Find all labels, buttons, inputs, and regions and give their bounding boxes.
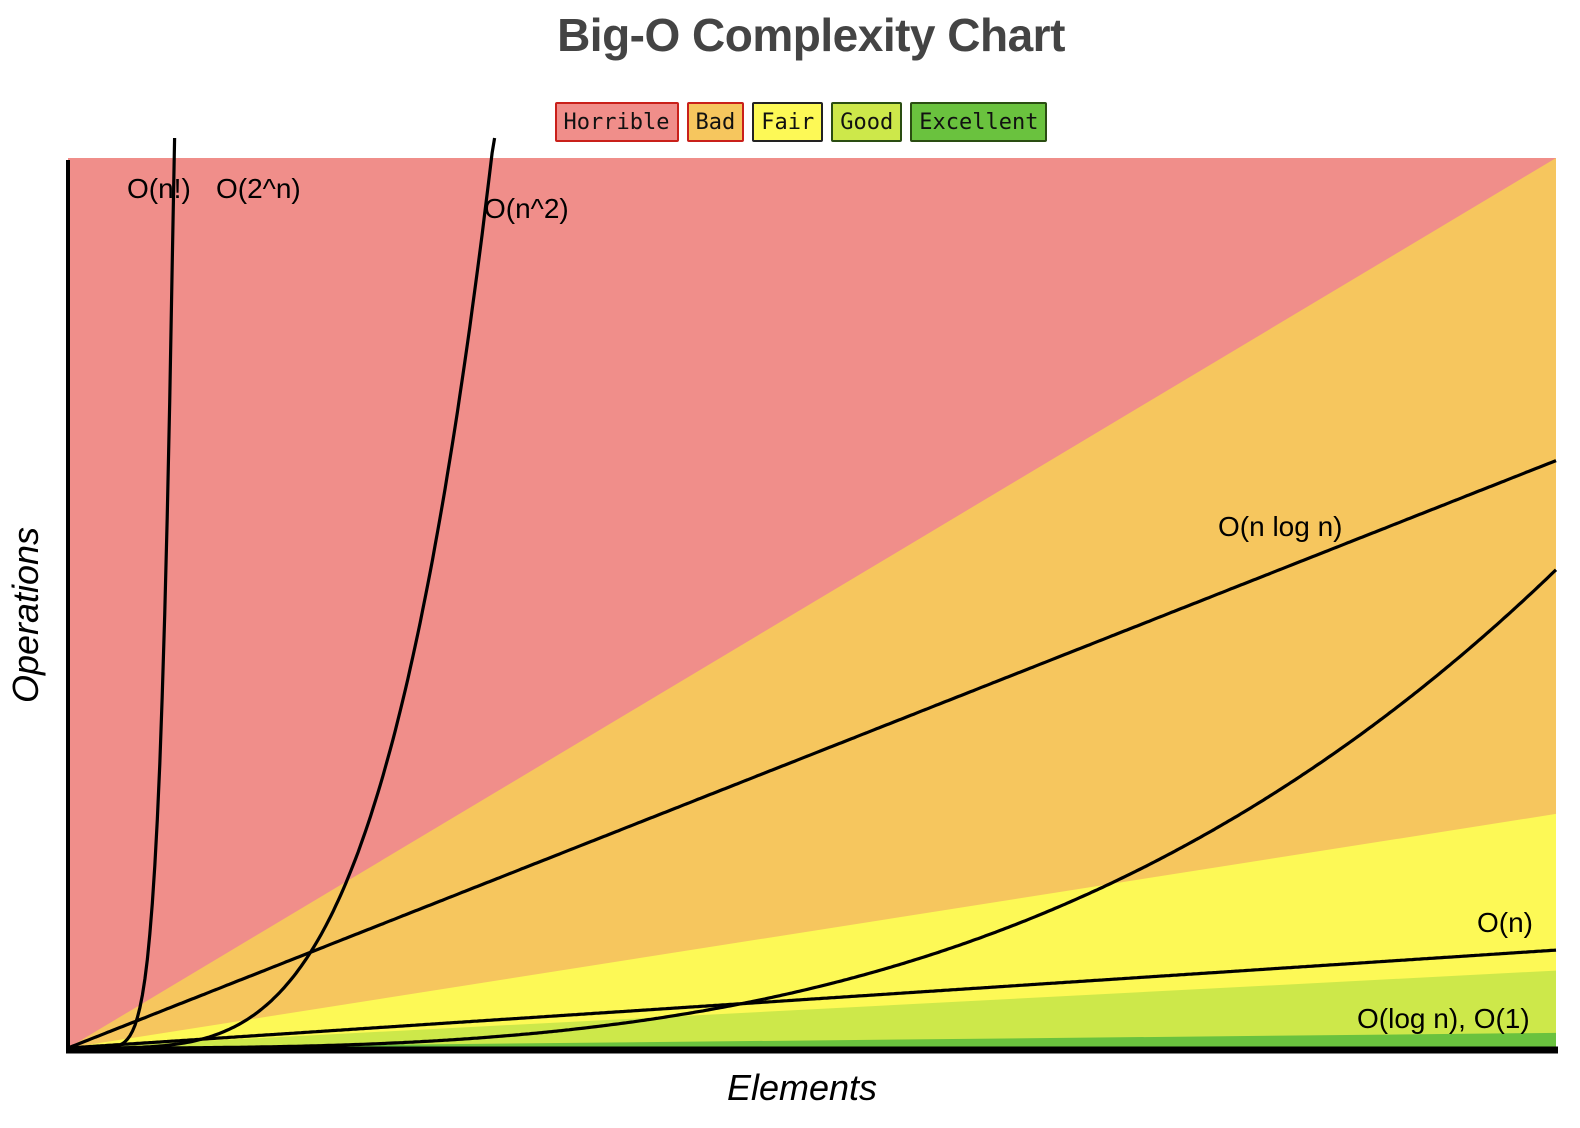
region-excellent bbox=[68, 1032, 1556, 1048]
legend-item-good: Good bbox=[831, 102, 903, 142]
label-log-constant: O(log n), O(1) bbox=[1357, 1003, 1530, 1034]
legend-item-bad: Bad bbox=[686, 102, 745, 142]
legend-item-excellent: Excellent bbox=[910, 102, 1048, 142]
x-axis-label: Elements bbox=[727, 1067, 877, 1108]
label-nlogn: O(n log n) bbox=[1218, 511, 1343, 542]
chart-title: Big-O Complexity Chart bbox=[557, 9, 1065, 61]
legend-item-horrible: Horrible bbox=[554, 102, 679, 142]
y-axis-label: Operations bbox=[5, 527, 46, 703]
region-bad bbox=[68, 158, 1556, 1048]
curve-nlogn bbox=[67, 459, 1557, 1050]
curve-quadratic bbox=[68, 568, 1558, 1050]
curve-linear bbox=[67, 948, 1557, 1050]
legend: Horrible Bad Fair Good Excellent bbox=[0, 102, 1580, 142]
label-quadratic: O(n^2) bbox=[484, 193, 569, 224]
complexity-regions bbox=[68, 158, 1556, 1048]
region-good bbox=[68, 970, 1556, 1048]
legend-item-fair: Fair bbox=[752, 102, 824, 142]
label-linear: O(n) bbox=[1477, 907, 1533, 938]
label-exponential: O(2^n) bbox=[216, 173, 301, 204]
label-factorial: O(n!) bbox=[127, 173, 191, 204]
region-fair bbox=[68, 813, 1556, 1048]
